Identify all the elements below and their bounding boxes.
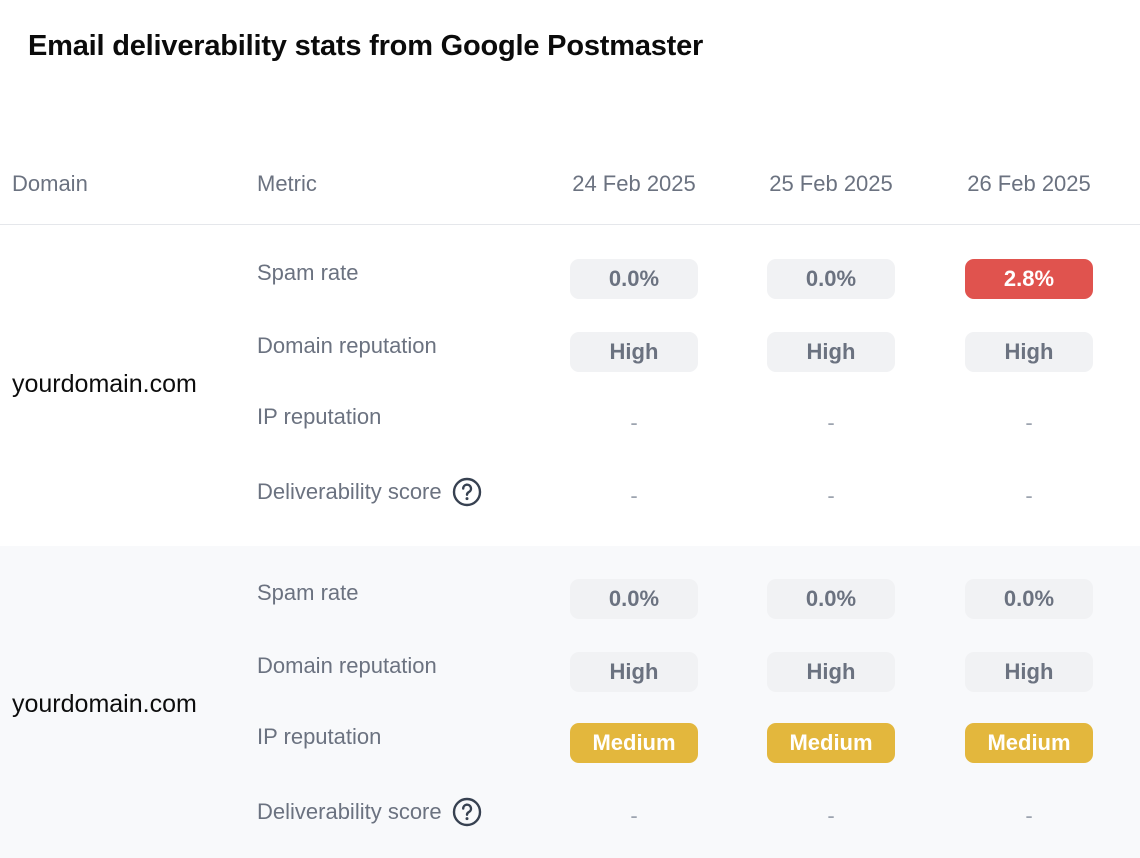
column-header-metric: Metric	[257, 171, 317, 196]
table-row: IP reputation - - -	[0, 403, 1140, 443]
value-badge: 0.0%	[767, 259, 895, 299]
value-badge: 0.0%	[965, 579, 1093, 619]
domain-name: yourdomain.com	[12, 690, 197, 718]
table-row: Domain reputation High High High	[0, 332, 1140, 372]
table-row: Domain reputation High High High	[0, 652, 1140, 692]
metric-label: Deliverability score	[257, 477, 482, 507]
empty-value: -	[1025, 483, 1033, 508]
metric-label: Domain reputation	[257, 333, 437, 358]
domain-name: yourdomain.com	[12, 370, 197, 398]
metric-label: Domain reputation	[257, 653, 437, 678]
value-badge: High	[767, 332, 895, 372]
metric-label: Spam rate	[257, 580, 359, 605]
value-badge: High	[965, 332, 1093, 372]
empty-value: -	[630, 803, 638, 828]
column-header-date: 26 Feb 2025	[967, 171, 1091, 196]
value-badge: 0.0%	[767, 579, 895, 619]
value-badge: High	[965, 652, 1093, 692]
empty-value: -	[630, 483, 638, 508]
value-badge: High	[570, 332, 698, 372]
table-header: Domain Metric 24 Feb 2025 25 Feb 2025 26…	[0, 160, 1140, 225]
domain-group: yourdomain.com Spam rate 0.0% 0.0% 0.0% …	[0, 546, 1140, 858]
column-header-date: 25 Feb 2025	[769, 171, 893, 196]
metric-label: Deliverability score	[257, 797, 482, 827]
value-badge-warning: Medium	[965, 723, 1093, 763]
table-row: Deliverability score - - -	[0, 796, 1140, 836]
empty-value: -	[827, 803, 835, 828]
help-circle-icon[interactable]	[452, 477, 482, 507]
table-row: IP reputation Medium Medium Medium	[0, 723, 1140, 763]
value-badge: High	[570, 652, 698, 692]
column-header-domain: Domain	[12, 171, 88, 196]
metric-label: Spam rate	[257, 260, 359, 285]
column-header-date: 24 Feb 2025	[572, 171, 696, 196]
table-row: Spam rate 0.0% 0.0% 0.0%	[0, 579, 1140, 619]
empty-value: -	[827, 483, 835, 508]
page-title: Email deliverability stats from Google P…	[28, 30, 704, 62]
table-row: Spam rate 0.0% 0.0% 2.8%	[0, 259, 1140, 299]
value-badge: 0.0%	[570, 579, 698, 619]
empty-value: -	[630, 410, 638, 435]
metric-label: IP reputation	[257, 404, 382, 429]
metric-label: IP reputation	[257, 724, 382, 749]
value-badge-warning: Medium	[767, 723, 895, 763]
value-badge: 0.0%	[570, 259, 698, 299]
value-badge: High	[767, 652, 895, 692]
table-row: Deliverability score - - -	[0, 476, 1140, 516]
domain-group: yourdomain.com Spam rate 0.0% 0.0% 2.8% …	[0, 226, 1140, 546]
help-circle-icon[interactable]	[452, 797, 482, 827]
value-badge-warning: Medium	[570, 723, 698, 763]
empty-value: -	[1025, 410, 1033, 435]
value-badge-danger: 2.8%	[965, 259, 1093, 299]
empty-value: -	[1025, 803, 1033, 828]
empty-value: -	[827, 410, 835, 435]
